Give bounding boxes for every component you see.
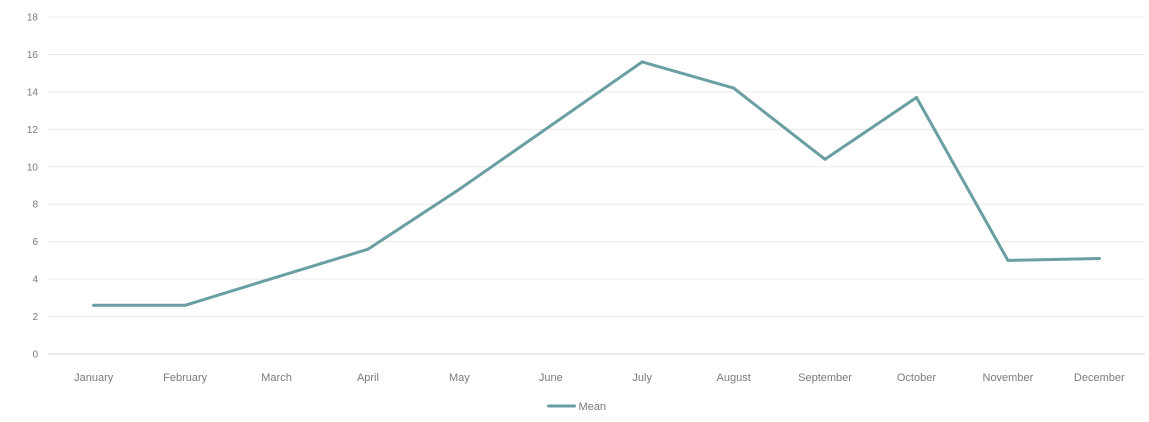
x-axis-ticks: January February March April May June July Augu… [74,372,1125,384]
gridlines [48,16,1145,355]
data-point [366,247,370,251]
x-tick-label: March [261,372,292,384]
x-tick-label: September [798,372,852,384]
x-tick-label: October [897,372,936,384]
data-point [1097,257,1101,261]
y-tick-label: 8 [32,200,38,211]
data-point [549,124,553,128]
x-tick-label: November [983,372,1034,384]
data-point [457,187,461,191]
y-tick-label: 16 [27,50,39,61]
y-tick-label: 10 [27,162,39,173]
x-tick-label: July [632,372,652,384]
data-point [275,275,279,279]
data-point [823,157,827,161]
x-tick-label: June [539,372,563,384]
x-tick-label: April [357,372,379,384]
y-axis-ticks: 0 2 4 6 8 10 12 14 16 18 [27,13,39,361]
data-point [914,96,918,100]
x-tick-label: August [717,372,751,384]
y-tick-label: 14 [27,87,39,98]
y-tick-label: 18 [27,13,39,24]
x-tick-label: December [1074,372,1125,384]
data-point [92,303,96,307]
y-tick-label: 6 [32,237,38,248]
series-lines [92,60,1101,307]
y-tick-label: 0 [32,350,38,361]
data-point [183,303,187,307]
data-point [732,86,736,90]
y-tick-label: 4 [32,275,38,286]
series-line-0 [92,60,1101,307]
data-point [640,60,644,64]
legend-label: Mean [579,401,607,413]
legend: Mean [547,401,607,413]
x-tick-label: January [74,372,114,384]
data-point [1006,258,1010,262]
x-tick-label: May [449,372,470,384]
y-tick-label: 12 [27,125,39,136]
y-tick-label: 2 [32,312,38,323]
x-tick-label: February [163,372,208,384]
